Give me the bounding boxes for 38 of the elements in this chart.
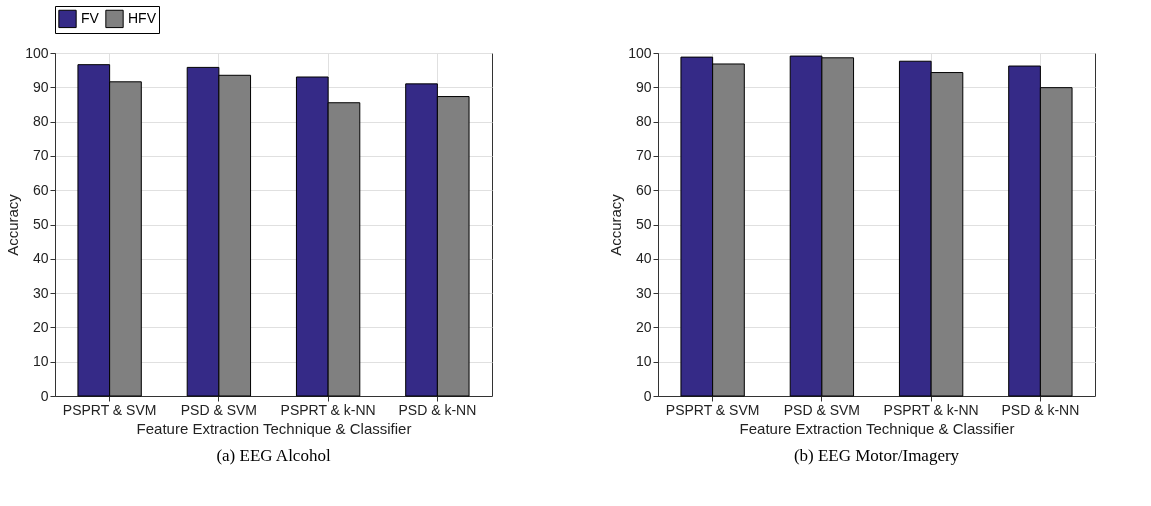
x-axis-title: Feature Extraction Technique & Classifier <box>739 419 1015 437</box>
x-tick-label: PSPRT & k-NN <box>280 401 376 418</box>
y-axis-title: Accuracy <box>4 193 22 256</box>
x-tick-label: PSD & SVM <box>180 401 257 418</box>
y-tick-label: 100 <box>628 44 652 61</box>
y-tick-label: 70 <box>32 147 49 164</box>
y-tick-label: 60 <box>32 181 49 198</box>
x-tick-label: PSD & k-NN <box>1001 401 1080 418</box>
x-tick-label: PSPRT & SVM <box>665 401 760 418</box>
legend-label: HFV <box>128 9 157 26</box>
y-tick-label: 30 <box>32 284 49 301</box>
y-tick-label: 80 <box>635 113 652 130</box>
y-tick-label: 100 <box>25 44 49 61</box>
y-tick-label: 90 <box>32 78 49 95</box>
y-tick-label: 0 <box>643 387 652 404</box>
y-tick-label: 30 <box>635 284 652 301</box>
y-tick-label: 90 <box>635 78 652 95</box>
text: (b) EEG Motor/Imagery <box>793 446 960 465</box>
x-axis-title: Feature Extraction Technique & Classifier <box>136 419 412 437</box>
x-tick-label: PSD & k-NN <box>398 401 477 418</box>
y-tick-label: 70 <box>635 147 652 164</box>
y-tick-label: 40 <box>635 250 652 267</box>
y-tick-label: 80 <box>32 113 49 130</box>
y-tick-label: 60 <box>635 181 652 198</box>
text: (a) EEG Alcohol <box>216 446 331 465</box>
x-tick-label: PSPRT & SVM <box>62 401 157 418</box>
legend-label: FV <box>81 9 100 26</box>
y-tick-label: 50 <box>32 216 49 232</box>
x-tick-label: PSPRT & k-NN <box>883 401 979 418</box>
y-tick-label: 20 <box>635 318 652 335</box>
y-tick-label: 40 <box>32 250 49 267</box>
y-tick-label: 10 <box>32 353 49 370</box>
y-tick-label: 10 <box>635 353 652 370</box>
y-tick-label: 50 <box>635 216 652 232</box>
x-tick-label: PSD & SVM <box>783 401 860 418</box>
y-tick-label: 0 <box>40 387 49 404</box>
y-tick-label: 20 <box>32 318 49 335</box>
y-axis-title: Accuracy <box>607 193 625 256</box>
